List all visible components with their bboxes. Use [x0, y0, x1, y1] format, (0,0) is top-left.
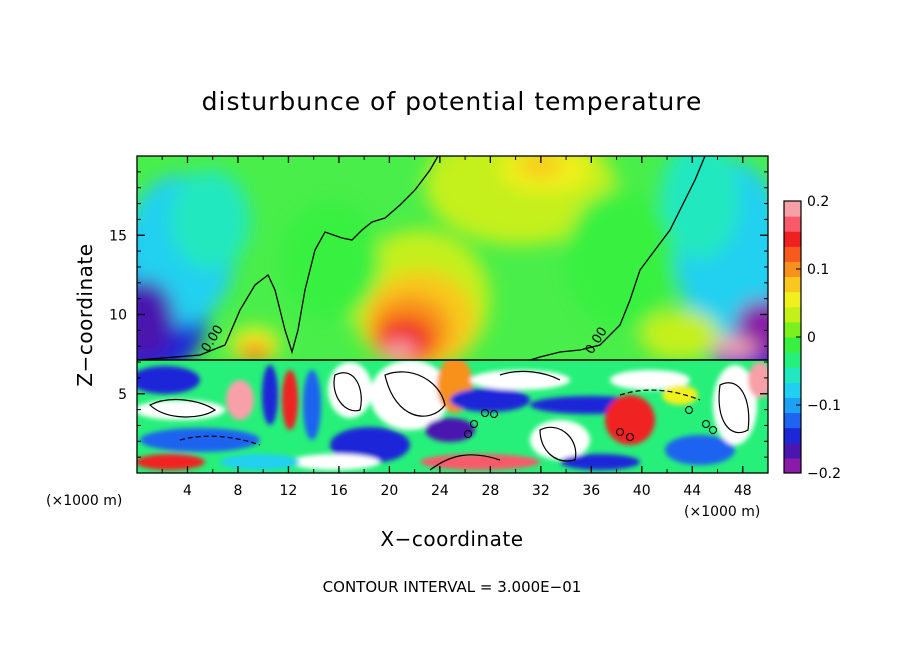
lower-contours [148, 370, 750, 471]
contour-interval-note: CONTOUR INTERVAL = 3.000E−01 [323, 578, 582, 596]
upper-field [137, 156, 768, 360]
colorbar-swatch [784, 216, 801, 232]
y-tick-label: 5 [118, 387, 127, 403]
colorbar-swatch [784, 321, 801, 338]
x-unit-label-right: (×1000 m) [684, 504, 760, 520]
y-tick-label: 10 [109, 308, 127, 324]
x-unit-label-left: (×1000 m) [46, 493, 122, 509]
colorbar-tick-label: 0.1 [807, 262, 829, 278]
x-axis-ticks: 4 8 12 16 20 24 28 32 36 40 44 48 [161, 156, 752, 499]
x-tick-label: 4 [183, 483, 192, 499]
x-tick-label: 44 [683, 483, 701, 499]
lower-contour-labels [464, 406, 717, 441]
colorbar-swatch [784, 367, 801, 383]
colorbar-swatch [784, 427, 801, 444]
x-tick-label: 28 [481, 483, 499, 499]
lower-field [137, 360, 768, 473]
colorbar-swatch [784, 201, 801, 217]
x-tick-label: 16 [330, 483, 348, 499]
x-tick-label: 24 [431, 483, 449, 499]
colorbar-swatch [784, 337, 801, 353]
colorbar-swatch [784, 412, 801, 429]
x-tick-label: 12 [280, 483, 298, 499]
colorbar-swatch [784, 442, 801, 459]
colorbar-swatch [784, 397, 801, 414]
x-tick-label: 20 [380, 483, 398, 499]
colorbar-ticks: 0.2 0.1 0 −0.1 −0.2 [796, 194, 841, 482]
colorbar [783, 200, 802, 474]
colorbar-tick-label: 0 [807, 330, 816, 346]
y-axis-ticks: 5 10 15 [109, 171, 768, 458]
colorbar-swatch [784, 246, 801, 262]
colorbar-swatch [784, 261, 801, 278]
x-tick-label: 48 [734, 483, 752, 499]
zero-contour-line [137, 156, 706, 361]
colorbar-swatch [784, 457, 801, 474]
colorbar-swatch [784, 276, 801, 293]
colorbar-swatch [784, 382, 801, 398]
x-tick-label: 36 [582, 483, 600, 499]
colorbar-tick-label: 0.2 [807, 194, 829, 210]
chart-title: disturbunce of potential temperature [202, 87, 703, 116]
colorbar-swatch [784, 352, 801, 368]
colorbar-swatch [784, 306, 801, 323]
x-axis-title: X−coordinate [380, 527, 523, 551]
x-tick-label: 40 [633, 483, 651, 499]
x-tick-label: 32 [532, 483, 550, 499]
heatmap-field [137, 156, 768, 473]
y-tick-label: 15 [109, 228, 127, 244]
x-tick-label: 8 [233, 483, 242, 499]
colorbar-tick-label: −0.2 [807, 466, 841, 482]
y-axis-title: Z−coordinate [73, 243, 97, 386]
colorbar-swatch [784, 291, 801, 308]
colorbar-swatch [784, 231, 801, 247]
colorbar-tick-label: −0.1 [807, 398, 841, 414]
